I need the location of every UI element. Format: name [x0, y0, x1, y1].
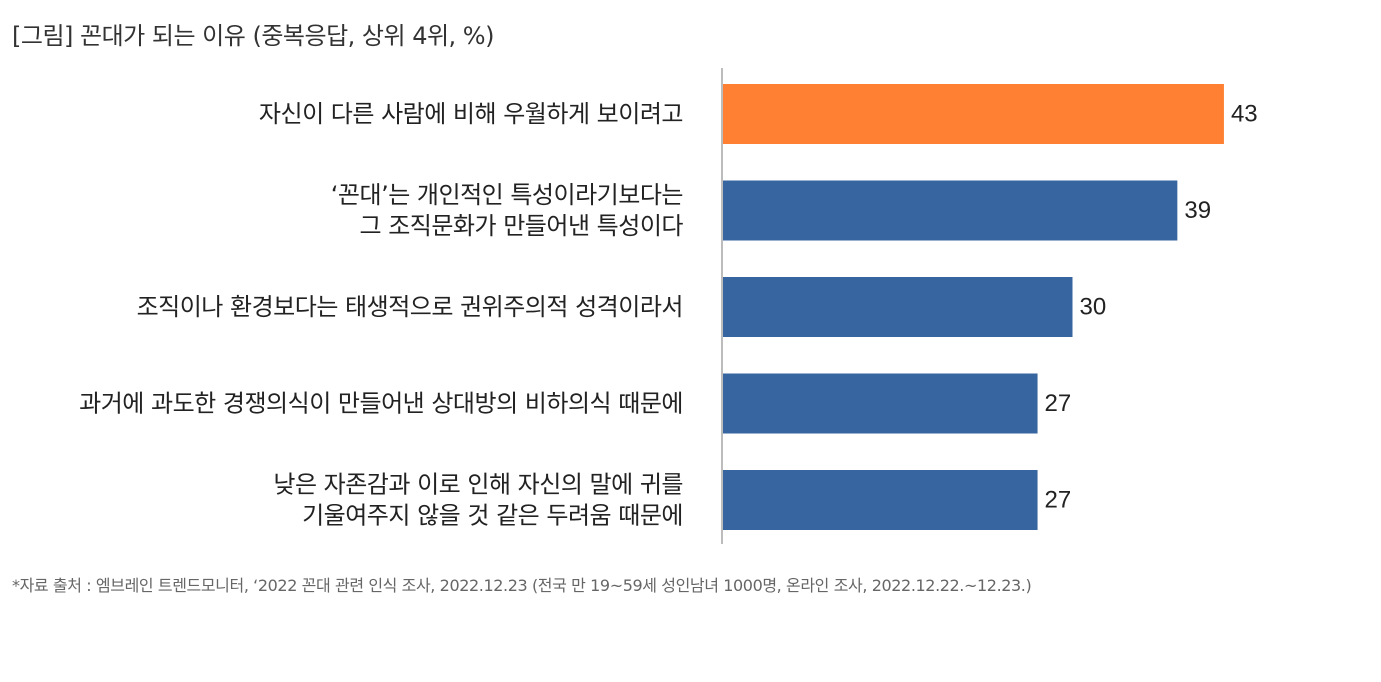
bar-5 [723, 470, 1038, 530]
value-label-3: 30 [1080, 294, 1107, 321]
bar-1 [723, 84, 1224, 144]
category-label-5-line-1: 낮은 자존감과 이로 인해 자신의 말에 귀를 [273, 471, 683, 499]
category-label-4: 과거에 과도한 경쟁의식이 만들어낸 상대방의 비하의식 때문에 [79, 390, 683, 418]
value-label-5: 27 [1045, 487, 1072, 514]
value-label-1: 43 [1231, 101, 1258, 128]
bar-3 [723, 277, 1073, 337]
category-label-2-line-1: ‘꼰대’는 개인적인 특성이라기보다는 [331, 181, 683, 209]
value-label-2: 39 [1184, 197, 1211, 224]
category-label-3: 조직이나 환경보다는 태생적으로 권위주의적 성격이라서 [137, 293, 683, 321]
category-label-2-line-2: 그 조직문화가 만들어낸 특성이다 [359, 212, 683, 240]
bar-chart: 43 자신이 다른 사람에 비해 우월하게 보이려고 39 ‘꼰대’는 개인적인 특성… [79, 68, 1258, 544]
bar-2 [723, 180, 1178, 241]
category-label-1: 자신이 다른 사람에 비해 우월하게 보이려고 [259, 100, 683, 128]
chart-title: [그림] 꼰대가 되는 이유 (중복응답, 상위 4위, %) [12, 22, 494, 50]
source-footnote: *자료 출처 : 엠브레인 트렌드모니터, ‘2022 꼰대 관련 인식 조사,… [12, 576, 1032, 595]
value-label-4: 27 [1045, 390, 1072, 417]
bar-4 [723, 373, 1038, 434]
category-label-5-line-2: 기울여주지 않을 것 같은 두려움 때문에 [302, 502, 683, 530]
